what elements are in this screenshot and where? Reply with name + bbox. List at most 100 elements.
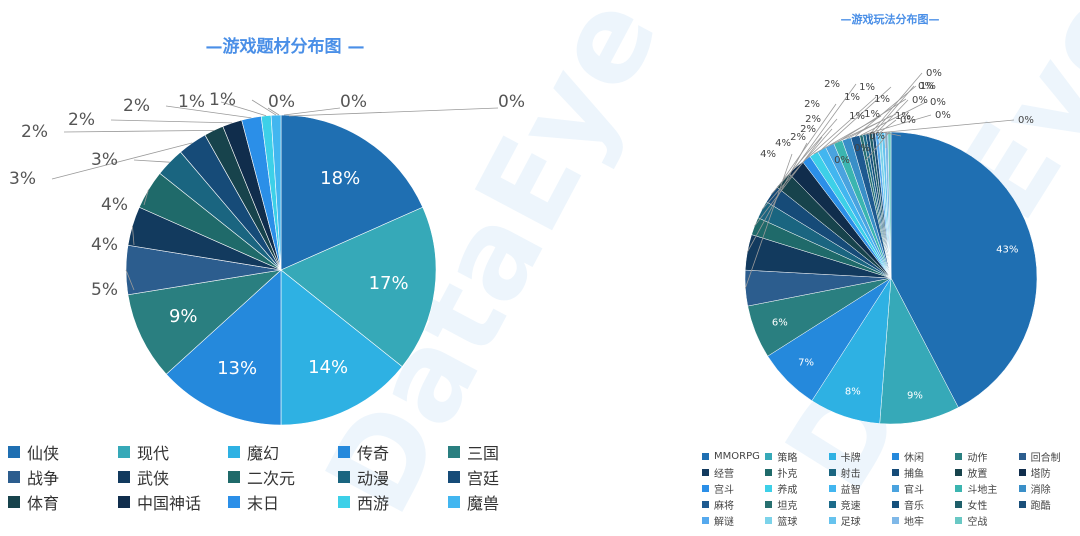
legend-swatch [8,445,20,458]
slice-label-6: 4% [91,235,118,255]
slice-label-2: 14% [308,357,348,378]
label-leader-22 [870,72,923,134]
legend-label: 塔防 [1030,468,1051,480]
legend-swatch [1018,468,1026,476]
legend-label: 魔兽 [467,493,500,513]
label-leader-12 [165,105,252,119]
slice-label-26: 0% [869,131,885,142]
slice-label-13: 1% [178,92,205,112]
slice-label-8: 3% [91,150,118,170]
legend-label: 动作 [967,452,988,464]
label-leader-17 [846,115,892,140]
legend-label: 西游 [357,493,390,513]
gameplay-pie-chart: 43%9%8%7%6%4%4%2%2%2%2%2%1%1%1%1%1%1%1%0… [744,68,1038,425]
chart-title: —游戏题材分布图 — [205,37,365,57]
label-leader-8 [133,159,170,163]
legend-item: 麻将 [702,497,765,512]
label-leader-extra-2 [288,107,499,117]
slice-label-9: 3% [9,169,36,189]
legend-item: 地牢 [891,513,955,528]
legend-item: 跑酷 [1018,497,1080,512]
legend-item: 西游 [338,491,448,513]
legend-item: 养成 [765,481,828,496]
legend-item: 放置 [955,465,1018,480]
legend-swatch [765,516,773,524]
legend-label: 末日 [247,493,280,513]
label-leader-extra-1 [283,107,341,116]
legend-swatch [118,470,130,483]
pie-slice-2 [280,269,403,426]
legend-item: 末日 [228,491,338,513]
legend-item: 经营 [702,465,765,480]
legend-item: 二次元 [228,466,338,488]
legend-item: 策略 [765,449,828,464]
legend-swatch [448,495,460,508]
legend-swatch [118,445,130,458]
legend-swatch [702,484,709,492]
legend-label: 中国神话 [137,493,202,513]
legend-item: 仙侠 [8,441,118,463]
slice-label-3: 7% [798,357,814,368]
legend-swatch [891,452,899,460]
label-leader-23 [873,85,915,134]
legend-item: 动漫 [338,466,448,488]
slice-label-27: 0% [854,143,870,154]
legend-item: 体育 [8,491,118,513]
legend-item: 魔幻 [228,441,338,463]
label-leader-5 [125,269,135,291]
slice-label-1: 9% [907,390,923,401]
legend-label: 麻将 [714,500,734,512]
legend-swatch [891,500,899,508]
legend-label: 篮球 [777,516,798,528]
label-leader-6 [746,142,808,253]
legend-swatch [891,484,899,492]
label-leader-8 [761,128,833,210]
legend-swatch [118,495,130,508]
legend-item: 空战 [955,513,1018,528]
slice-label-10: 2% [21,122,48,142]
gameplay-distribution-panel: —游戏玩法分布图— 43% 9% 8% 7% 6% 4% 4% 2% 2% 2% 2% 2% 1% 1% 1… [690,0,1080,536]
legend-label: 宫斗 [714,484,734,496]
legend-item: 官斗 [891,481,955,496]
legend-label: 武侠 [137,468,170,488]
legend-label: 空战 [967,516,988,528]
legend-swatch [891,468,899,476]
legend-item: 足球 [828,513,892,528]
slice-label-21: 0% [1018,115,1034,126]
legend-swatch [955,516,963,524]
slice-label-10: 2% [804,99,820,110]
legend-item: 魔兽 [448,491,558,513]
legend-item: 竞速 [828,497,892,512]
legend-label: 现代 [137,443,170,463]
legend-item: 宫斗 [702,481,765,496]
legend-item: 益智 [828,481,892,496]
legend-swatch [891,516,899,524]
legend-item: 休闲 [891,449,955,464]
legend-swatch [765,452,773,460]
legend-swatch [338,445,350,458]
legend-label: 坦克 [777,500,798,512]
slice-label-9: 2% [805,114,821,125]
legend-label: 养成 [777,484,798,496]
legend-label: 三国 [467,443,500,463]
legend-label: 益智 [840,484,861,496]
legend-swatch [765,500,773,508]
legend-label: 官斗 [903,484,924,496]
legend-swatch [828,484,836,492]
pie-slice-1 [280,206,437,368]
label-leader-7 [754,136,823,227]
label-leader-9 [51,142,193,180]
slice-label-extra-2: 0% [498,92,525,112]
legend-label: 二次元 [247,468,296,488]
label-leader-extra-0 [267,107,280,116]
label-leader-16 [837,98,907,143]
legend-label: 传奇 [357,443,390,463]
legend-label: 卡牌 [840,452,861,464]
slice-label-0: 18% [320,168,360,189]
legend-label: 仙侠 [27,443,60,463]
legend-label: 捕鱼 [903,468,924,480]
label-leader-13 [220,101,267,117]
slice-label-8: 2% [800,124,816,135]
legend-item: 塔防 [1018,465,1080,480]
legend-item: 消除 [1018,481,1080,496]
